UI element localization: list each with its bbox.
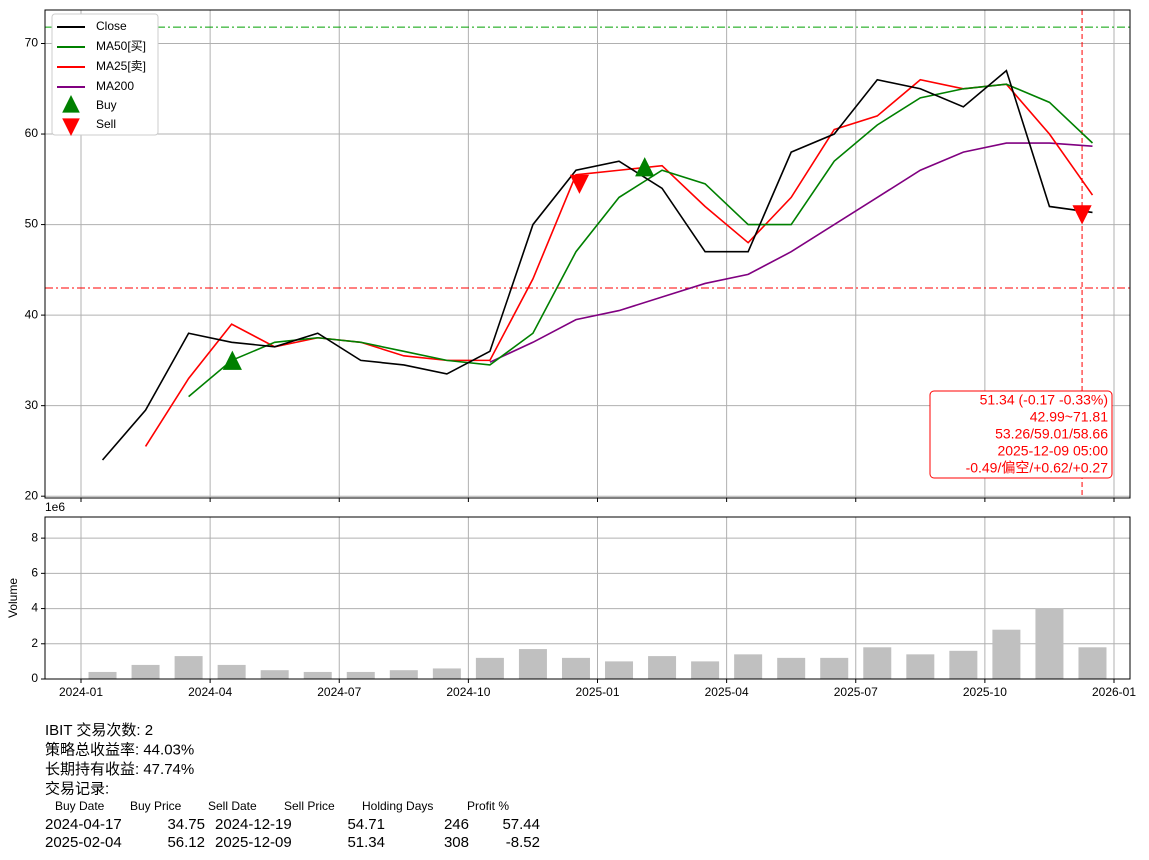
volume-bar [346, 671, 375, 679]
frame [44, 9, 1131, 499]
table-cell: 51.34 [347, 834, 385, 851]
x-tick-label: 2025-01 [575, 685, 619, 699]
y-tick-label: 40 [25, 307, 39, 321]
volume-bar [561, 657, 590, 679]
table-cell: 2024-04-17 [45, 816, 122, 833]
volume-bar [906, 654, 935, 679]
summary-line: IBIT 交易次数: 2 [45, 721, 153, 739]
volume-bar [88, 671, 117, 679]
line-series [188, 83, 1094, 398]
table-header: Buy Price [130, 799, 182, 813]
offset-label: 1e6 [45, 500, 65, 514]
table-cell: 57.44 [502, 816, 540, 833]
x-tick-label: 2024-01 [59, 685, 103, 699]
legend-label: MA50[买] [96, 39, 146, 53]
table-header: Buy Date [55, 799, 105, 813]
volume-bar [1035, 608, 1064, 679]
table-header: Sell Date [208, 799, 257, 813]
y-tick-label: 0 [31, 671, 38, 685]
volume-bar [389, 670, 418, 679]
x-tick-label: 2024-07 [317, 685, 361, 699]
volume-bar [648, 656, 677, 679]
y-tick-label: 30 [25, 398, 39, 412]
table-cell: 54.71 [347, 816, 385, 833]
volume-bar [303, 671, 332, 679]
x-tick-label: 2025-04 [705, 685, 749, 699]
volume-bar [217, 664, 246, 679]
annotation-text: 2025-12-09 05:00 [997, 443, 1108, 459]
annotation-box [929, 390, 1113, 479]
y-axis-label: Volume [6, 578, 20, 618]
table-cell: 34.75 [167, 816, 205, 833]
y-tick-label: 50 [25, 217, 39, 231]
x-tick-label: 2025-07 [834, 685, 878, 699]
table-cell: 246 [444, 816, 469, 833]
trade-marker [222, 350, 242, 370]
y-tick-label: 70 [25, 36, 39, 50]
line-series [101, 69, 1093, 461]
volume-bar [949, 650, 978, 679]
volume-bar [260, 670, 289, 679]
x-tick-label: 2024-04 [188, 685, 232, 699]
table-cell: 308 [444, 834, 469, 851]
table-header: Holding Days [362, 799, 433, 813]
annotation-text: 53.26/59.01/58.66 [995, 426, 1108, 442]
y-tick-label: 60 [25, 126, 39, 140]
table-cell: 2024-12-19 [215, 816, 292, 833]
volume-bar [691, 661, 720, 679]
volume-bar [734, 654, 763, 679]
volume-bar [863, 647, 892, 679]
volume-bar [131, 664, 160, 679]
table-cell: 2025-02-04 [45, 834, 122, 851]
y-tick-label: 8 [31, 530, 38, 544]
table-header: Sell Price [284, 799, 335, 813]
volume-bar [992, 629, 1021, 679]
line-series [489, 142, 1093, 363]
y-tick-label: 2 [31, 636, 38, 650]
table-cell: 2025-12-09 [215, 834, 292, 851]
volume-bar [518, 649, 547, 679]
table-header: Profit % [467, 799, 509, 813]
volume-bar [1078, 647, 1107, 679]
frame [44, 516, 1131, 680]
legend-label: MA200 [96, 79, 134, 93]
annotation-text: 51.34 (-0.17 -0.33%) [980, 392, 1108, 408]
annotation-text: 42.99~71.81 [1030, 409, 1108, 425]
x-tick-label: 2025-10 [963, 685, 1007, 699]
annotation-text: -0.49/偏空/+0.62/+0.27 [966, 460, 1109, 476]
legend-label: MA25[卖] [96, 59, 146, 73]
trade-marker [569, 174, 590, 194]
volume-bar [174, 656, 203, 679]
volume-bar [432, 668, 461, 679]
y-tick-label: 4 [31, 601, 38, 615]
summary-line: 长期持有收益: 47.74% [45, 761, 194, 778]
line-series [144, 78, 1094, 447]
trade-marker [635, 157, 655, 177]
legend-marker [62, 95, 80, 113]
volume-bar [777, 657, 806, 679]
legend-label: Close [96, 19, 127, 33]
legend-label: Buy [96, 98, 117, 112]
table-cell: 56.12 [167, 834, 205, 851]
summary-line: 交易记录: [45, 779, 109, 797]
x-tick-label: 2024-10 [446, 685, 490, 699]
legend-label: Sell [96, 117, 116, 131]
y-tick-label: 20 [25, 488, 39, 502]
y-tick-label: 6 [31, 566, 38, 580]
volume-bar [475, 657, 504, 679]
table-cell: -8.52 [506, 834, 540, 851]
trade-marker [1072, 205, 1092, 225]
legend-marker [62, 118, 80, 136]
legend-box [51, 13, 159, 136]
volume-bar [605, 661, 634, 679]
volume-bar [820, 657, 849, 679]
summary-line: 策略总收益率: 44.03% [45, 741, 194, 758]
x-tick-label: 2026-01 [1092, 685, 1136, 699]
